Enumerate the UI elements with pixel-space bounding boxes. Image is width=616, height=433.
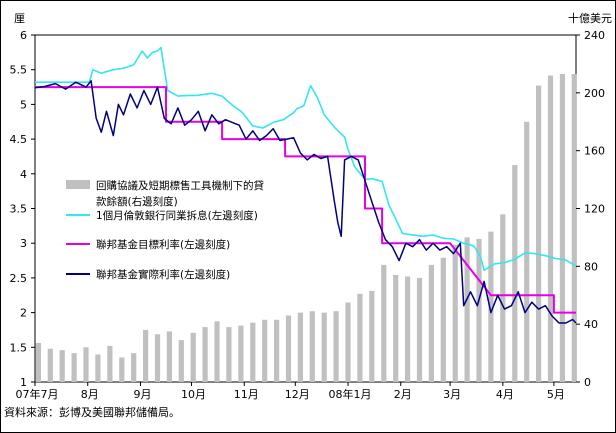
loan-bar: [536, 85, 542, 382]
loan-bar: [452, 244, 458, 382]
right-tick-label: 200: [584, 87, 605, 100]
loan-bar: [559, 74, 565, 382]
source-note: 資料來源：彭博及美國聯邦儲備局。: [4, 406, 180, 419]
loan-bar: [285, 315, 292, 382]
loan-bar: [309, 311, 315, 382]
target-rate-line: [35, 86, 576, 314]
libor-line: [35, 46, 577, 272]
loan-bar: [524, 121, 530, 383]
left-tick-label: 5: [20, 98, 27, 111]
legend-label-target: 聯邦基金目標利率(左邊刻度): [96, 238, 230, 251]
loan-bar: [476, 238, 482, 382]
loan-bar: [214, 321, 220, 382]
loan-bar: [238, 325, 244, 382]
effective-rate-line: [34, 80, 577, 324]
x-tick-label: 07年7月: [16, 387, 59, 401]
loan-bar: [405, 276, 411, 382]
legend-label-effective: 聯邦基金實際利率(左邊刻度): [96, 268, 230, 281]
x-tick-label: 4月: [496, 388, 514, 401]
left-tick-label: 4.5: [10, 133, 28, 146]
loan-bar: [393, 275, 399, 382]
loan-bar: [500, 214, 506, 382]
left-tick-label: 6: [20, 29, 27, 42]
loan-bar: [166, 331, 172, 382]
right-tick-label: 0: [584, 376, 591, 389]
loan-bar: [428, 264, 434, 382]
loan-bar: [178, 340, 184, 382]
loan-bar: [321, 312, 327, 382]
x-tick-label: 12月: [285, 388, 310, 401]
left-tick-label: 3.5: [10, 203, 28, 216]
x-tick-label: 3月: [443, 388, 461, 401]
loan-bar: [571, 74, 577, 382]
loan-bar: [333, 311, 339, 382]
legend-label-bar: 回購協議及短期標售工具機制下的貸: [96, 179, 264, 192]
loan-bar: [488, 231, 494, 382]
left-tick-label: 5.5: [10, 64, 28, 77]
loan-bar: [226, 327, 232, 382]
legend-swatch-bar: [66, 180, 90, 189]
loan-bar: [143, 329, 149, 382]
x-tick-label: 10月: [181, 388, 206, 401]
loan-bar: [345, 302, 351, 382]
loan-bar: [95, 354, 101, 382]
loan-bar: [83, 347, 89, 382]
loan-bar: [440, 257, 446, 382]
loan-bar: [190, 332, 196, 382]
left-tick-label: 2.5: [10, 272, 28, 285]
legend-label-bar-cont: 款餘額(右邊刻度): [96, 195, 178, 208]
right-unit-label: 十億美元: [568, 11, 612, 25]
right-tick-label: 240: [584, 29, 605, 42]
x-tick-label: 5月: [547, 388, 565, 401]
x-tick-label: 9月: [133, 388, 151, 401]
loan-bar: [107, 345, 113, 382]
left-tick-label: 1: [20, 376, 27, 389]
loan-bar: [357, 293, 363, 382]
x-tick-label: 08年1月: [329, 387, 372, 401]
plot-area: [34, 34, 577, 383]
loan-bar: [202, 327, 208, 382]
left-unit-label: 厘: [14, 12, 25, 25]
loan-bar: [154, 334, 161, 382]
loan-bar: [297, 312, 303, 382]
x-tick-label: 11月: [234, 388, 259, 401]
loan-bar: [71, 353, 77, 382]
left-tick-label: 1.5: [10, 341, 28, 354]
right-tick-label: 120: [584, 203, 605, 216]
loan-bar: [262, 319, 268, 382]
loan-bar: [35, 343, 41, 382]
loan-bar: [59, 350, 65, 382]
loan-bar: [369, 290, 375, 382]
loan-bar: [131, 353, 137, 382]
left-tick-label: 3: [20, 237, 27, 250]
loan-bar: [274, 319, 280, 382]
loan-bar: [47, 348, 53, 382]
loan-bar: [381, 264, 387, 382]
x-tick-label: 2月: [394, 388, 412, 401]
right-tick-label: 160: [584, 145, 605, 158]
loan-bar: [547, 75, 554, 382]
loan-bar: [250, 322, 256, 382]
loan-bar: [416, 277, 423, 382]
right-tick-label: 40: [584, 318, 598, 331]
x-tick-label: 8月: [81, 388, 99, 401]
loan-bar: [464, 237, 470, 382]
left-tick-label: 2: [20, 307, 27, 320]
right-tick-label: 80: [584, 260, 598, 273]
legend-label-libor: 1個月倫敦銀行同業拆息(左邊刻度): [96, 209, 258, 222]
left-tick-label: 4: [20, 168, 27, 181]
loan-bar: [512, 165, 518, 382]
loan-bar: [119, 357, 125, 382]
